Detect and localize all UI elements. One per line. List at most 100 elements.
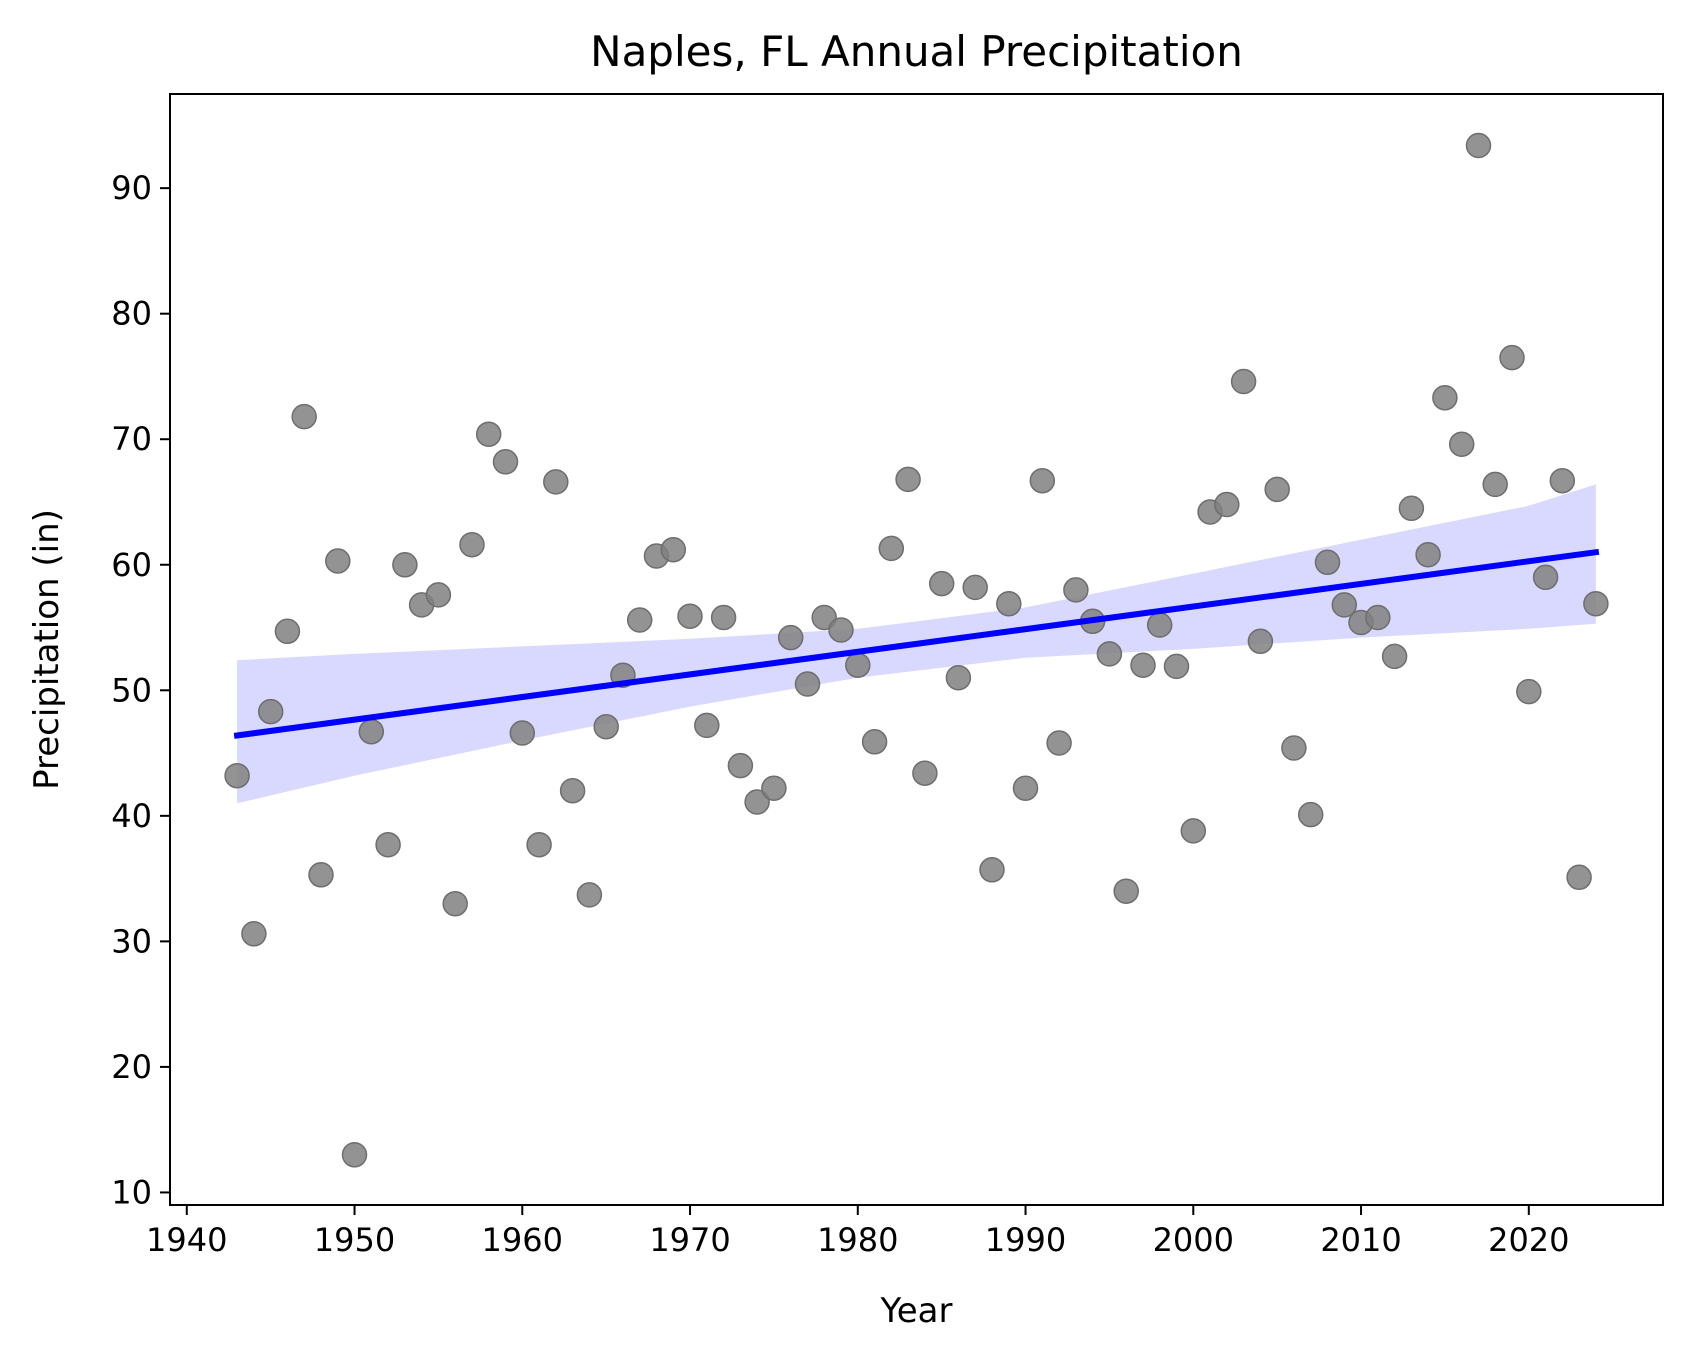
data-point bbox=[1214, 491, 1240, 518]
data-point bbox=[1566, 864, 1592, 891]
data-point bbox=[1264, 476, 1290, 503]
data-point bbox=[1113, 878, 1139, 904]
data-point bbox=[928, 570, 955, 597]
y-tick-label: 10 bbox=[111, 1173, 152, 1211]
data-point bbox=[1499, 344, 1525, 371]
data-point bbox=[727, 752, 754, 779]
chart-title: Naples, FL Annual Precipitation bbox=[590, 27, 1243, 76]
data-point bbox=[425, 582, 452, 608]
data-point bbox=[660, 536, 687, 563]
data-point bbox=[828, 617, 854, 643]
data-point bbox=[845, 652, 871, 678]
y-tick-label: 40 bbox=[111, 797, 152, 835]
x-tick-label: 2020 bbox=[1488, 1221, 1569, 1259]
x-tick-label: 1990 bbox=[985, 1221, 1066, 1259]
data-point bbox=[1063, 577, 1089, 603]
data-point bbox=[291, 403, 317, 430]
data-point bbox=[1331, 592, 1358, 618]
data-point bbox=[1549, 467, 1576, 494]
data-point bbox=[509, 720, 536, 746]
data-point bbox=[1398, 495, 1425, 522]
data-point bbox=[1130, 652, 1156, 678]
regression-line bbox=[233, 548, 1600, 739]
data-point bbox=[861, 729, 888, 755]
regression-line-layer bbox=[233, 548, 1600, 739]
data-point bbox=[325, 548, 351, 574]
data-point bbox=[1180, 818, 1207, 844]
data-point bbox=[224, 762, 250, 789]
x-tick-label: 1950 bbox=[314, 1221, 395, 1259]
y-axis-label: Precipitation (in) bbox=[27, 509, 67, 790]
data-point bbox=[1096, 641, 1123, 667]
data-point bbox=[492, 449, 519, 475]
data-point bbox=[1314, 549, 1341, 576]
data-point bbox=[1029, 467, 1056, 494]
data-point bbox=[475, 421, 502, 447]
data-point bbox=[694, 712, 720, 739]
x-tick-label: 1980 bbox=[817, 1221, 898, 1259]
data-point bbox=[593, 713, 619, 740]
data-point bbox=[1297, 801, 1324, 828]
data-point bbox=[1448, 431, 1475, 457]
data-point bbox=[962, 574, 988, 601]
x-tick-label: 1940 bbox=[146, 1221, 227, 1259]
data-point bbox=[761, 775, 787, 801]
data-point bbox=[794, 671, 821, 697]
data-point bbox=[996, 590, 1022, 617]
data-point bbox=[1432, 385, 1458, 411]
data-point bbox=[626, 607, 653, 633]
data-point bbox=[912, 760, 938, 786]
y-tick-label: 70 bbox=[111, 420, 152, 458]
data-point bbox=[459, 531, 485, 558]
data-point bbox=[1583, 590, 1609, 617]
x-tick-label: 2010 bbox=[1320, 1221, 1401, 1259]
data-point bbox=[274, 618, 301, 645]
data-point bbox=[358, 718, 385, 745]
data-point bbox=[559, 777, 586, 804]
x-axis-ticks: 1940 1950 1960 1970 1980 1990 2000 2010 2020 bbox=[146, 1205, 1570, 1259]
data-point bbox=[1046, 730, 1072, 756]
data-point bbox=[1012, 775, 1039, 801]
data-point bbox=[744, 789, 770, 815]
data-point bbox=[895, 466, 921, 493]
data-point bbox=[257, 698, 284, 725]
data-point bbox=[1230, 368, 1257, 395]
data-point bbox=[1415, 541, 1441, 568]
data-point bbox=[710, 604, 737, 631]
data-point bbox=[1465, 132, 1492, 159]
y-tick-label: 90 bbox=[111, 169, 152, 207]
data-point bbox=[1516, 678, 1542, 705]
y-tick-label: 20 bbox=[111, 1048, 152, 1086]
x-tick-label: 2000 bbox=[1153, 1221, 1234, 1259]
y-tick-label: 80 bbox=[111, 295, 152, 333]
data-point bbox=[1381, 643, 1408, 670]
data-point bbox=[1482, 471, 1508, 498]
y-axis-ticks: 10 20 30 40 50 60 70 80 90 bbox=[111, 169, 170, 1211]
y-tick-label: 60 bbox=[111, 546, 152, 584]
data-point bbox=[1163, 653, 1190, 680]
data-point bbox=[777, 624, 804, 651]
data-point bbox=[1281, 735, 1307, 761]
data-point bbox=[375, 831, 401, 858]
data-point bbox=[979, 857, 1005, 883]
data-point bbox=[526, 831, 552, 858]
x-axis-label: Year bbox=[880, 1291, 953, 1331]
x-tick-label: 1970 bbox=[649, 1221, 730, 1259]
y-tick-label: 50 bbox=[111, 671, 152, 709]
data-point bbox=[677, 603, 703, 629]
x-tick-label: 1960 bbox=[482, 1221, 563, 1259]
data-point bbox=[945, 664, 972, 691]
data-point bbox=[241, 921, 267, 947]
data-point bbox=[308, 862, 334, 888]
data-point bbox=[543, 469, 569, 495]
data-point bbox=[1365, 604, 1391, 631]
data-point bbox=[1247, 628, 1274, 655]
plot-area-frame bbox=[169, 93, 1664, 1206]
data-point bbox=[392, 552, 418, 578]
data-point bbox=[878, 535, 905, 562]
data-point bbox=[442, 890, 468, 917]
data-point bbox=[341, 1142, 368, 1168]
y-tick-label: 30 bbox=[111, 922, 152, 960]
data-point bbox=[1146, 612, 1173, 638]
data-point bbox=[576, 882, 603, 908]
